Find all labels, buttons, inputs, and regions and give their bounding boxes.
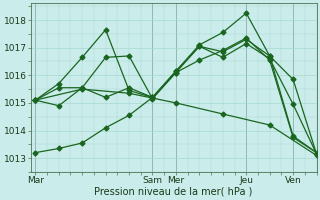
X-axis label: Pression niveau de la mer( hPa ): Pression niveau de la mer( hPa )	[94, 187, 253, 197]
